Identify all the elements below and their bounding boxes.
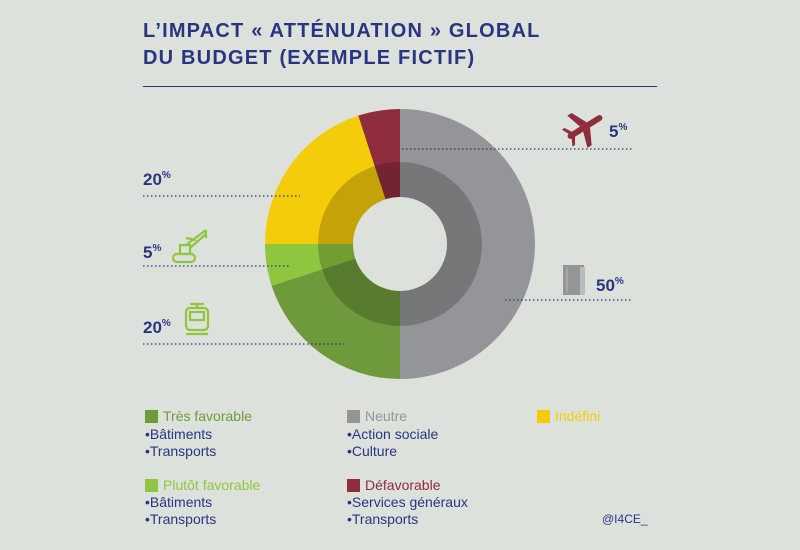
leader-lines xyxy=(143,148,632,345)
slice-label-defavorable: 5% xyxy=(609,122,628,141)
legend-label: Très favorable xyxy=(163,408,252,424)
legend-label: Neutre xyxy=(365,408,408,424)
tram-icon xyxy=(184,302,210,336)
title-rule xyxy=(143,86,657,87)
airplane-icon xyxy=(561,113,603,148)
legend-label: Plutôt favorable xyxy=(163,477,261,493)
legend-item: •Transports xyxy=(347,511,419,527)
legend-item: •Bâtiments xyxy=(145,426,213,442)
legend-item: •Bâtiments xyxy=(145,494,213,510)
slice-label-plutot-favorable: 5% xyxy=(143,243,162,262)
legend-swatch xyxy=(145,478,158,492)
crane-icon xyxy=(171,229,208,264)
legend-plutot-favorable: Plutôt favorable xyxy=(145,477,260,493)
chart-title: L’IMPACT « ATTÉNUATION » GLOBAL DU BUDGE… xyxy=(143,18,541,72)
legend-item: •Transports xyxy=(145,443,217,459)
legend-item: •Services généraux xyxy=(347,494,468,510)
title-line-1: L’IMPACT « ATTÉNUATION » GLOBAL xyxy=(143,20,541,42)
legend-swatch xyxy=(347,478,360,492)
legend-swatch xyxy=(347,409,360,423)
title-line-2: DU BUDGET (EXEMPLE FICTIF) xyxy=(143,47,476,69)
legend-item: •Transports xyxy=(145,511,217,527)
book-icon xyxy=(563,265,585,295)
legend-defavorable: Défavorable xyxy=(347,477,441,493)
legend-label: Défavorable xyxy=(365,477,441,493)
legend-swatch xyxy=(145,409,158,423)
slice-label-indefini: 20% xyxy=(143,170,171,189)
credit: @I4CE_ xyxy=(602,512,648,526)
slice-label-neutre: 50% xyxy=(596,276,624,295)
legend-neutre: Neutre xyxy=(347,408,407,424)
legend-indefini: Indéfini xyxy=(537,408,600,424)
donut-hole xyxy=(353,197,447,291)
slice-label-tres-favorable: 20% xyxy=(143,318,171,337)
legend-swatch xyxy=(537,409,550,423)
legend-tres-favorable: Très favorable xyxy=(145,408,252,424)
legend-item: •Culture xyxy=(347,443,398,459)
slice-neutre xyxy=(400,109,535,379)
legend-item: •Action sociale xyxy=(347,426,439,442)
legend-label: Indéfini xyxy=(555,408,601,424)
